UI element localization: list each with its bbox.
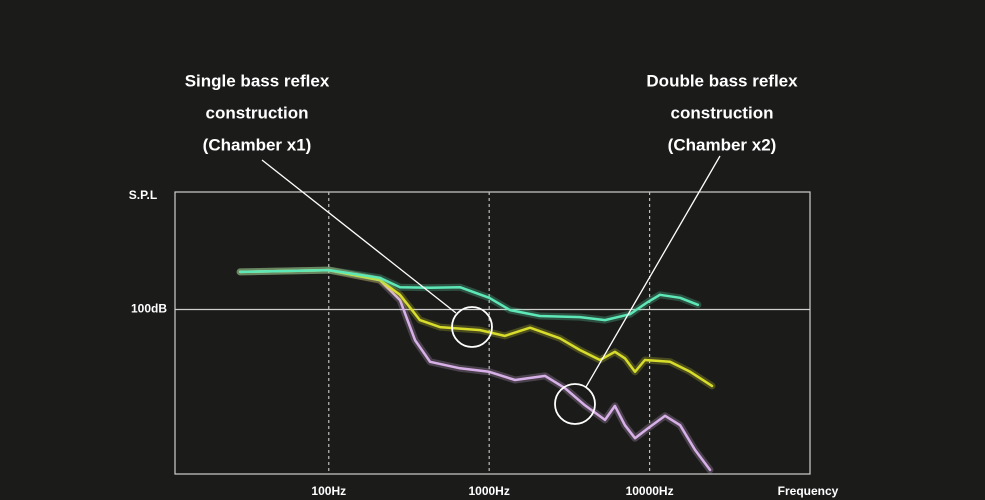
annotation: Single bass reflex [185,71,330,90]
annotation: construction [206,103,309,122]
annotation: (Chamber x1) [203,135,312,154]
callout-circle [554,383,596,425]
x-axis-label: Frequency [778,484,839,498]
x-tick-label: 100Hz [311,484,346,498]
lines [236,266,716,474]
y-tick-label: 100dB [131,302,167,316]
x-tick-label: 1000Hz [468,484,509,498]
line-series [238,268,700,322]
callout-line [585,155,721,388]
x-tick-label: 10000Hz [626,484,674,498]
callouts [261,155,721,425]
callout-line [261,159,457,314]
plot-frame [174,191,811,475]
line-series [238,268,714,388]
line-series [238,268,712,472]
annotation: Double bass reflex [646,71,798,90]
annotation: construction [671,103,774,122]
callout-circle [451,306,493,348]
y-axis-label: S.P.L [129,188,157,202]
annotation: (Chamber x2) [668,135,777,154]
